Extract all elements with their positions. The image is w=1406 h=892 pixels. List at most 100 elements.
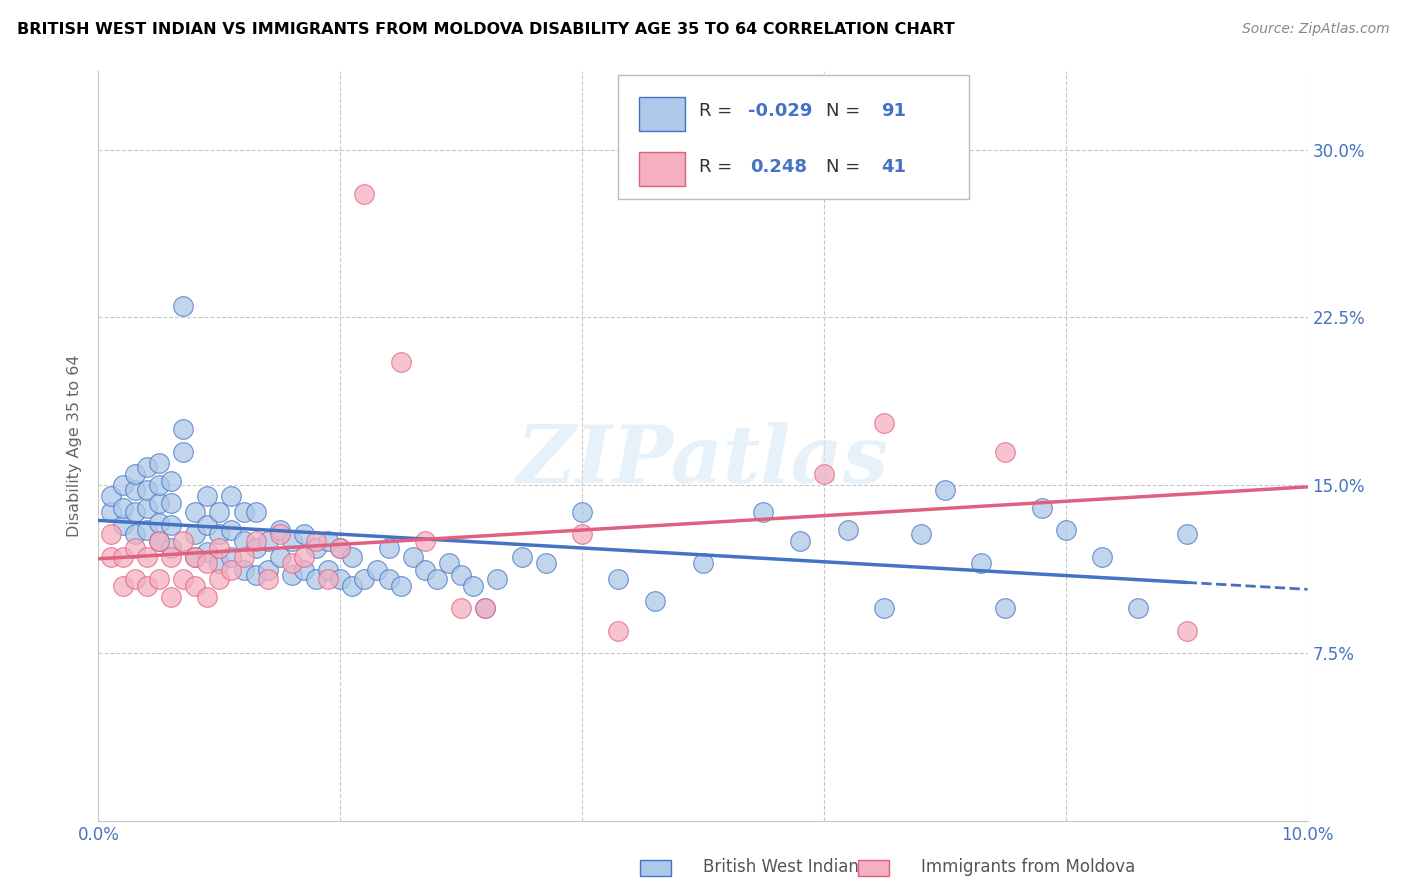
Point	[245, 567, 267, 582]
Text: R =: R =	[699, 158, 744, 176]
Point	[316, 563, 339, 577]
Point	[607, 572, 630, 586]
Point	[124, 467, 146, 481]
Point	[377, 572, 399, 586]
Point	[474, 601, 496, 615]
Point	[269, 549, 291, 564]
Point	[124, 483, 146, 497]
Point	[208, 541, 231, 555]
Point	[256, 534, 278, 549]
Text: R =: R =	[699, 103, 738, 120]
Point	[160, 549, 183, 564]
Y-axis label: Disability Age 35 to 64: Disability Age 35 to 64	[67, 355, 83, 537]
Point	[245, 534, 267, 549]
Point	[221, 563, 243, 577]
Point	[353, 187, 375, 202]
Text: 91: 91	[880, 103, 905, 120]
Point	[111, 549, 134, 564]
Point	[100, 489, 122, 503]
Point	[316, 572, 339, 586]
Point	[305, 572, 328, 586]
Point	[124, 541, 146, 555]
Point	[474, 601, 496, 615]
Point	[534, 557, 557, 571]
Text: Immigrants from Moldova: Immigrants from Moldova	[921, 858, 1135, 876]
Point	[135, 523, 157, 537]
Point	[208, 557, 231, 571]
Point	[1175, 624, 1198, 638]
Point	[316, 534, 339, 549]
Point	[463, 579, 485, 593]
Point	[172, 444, 194, 458]
Point	[970, 557, 993, 571]
Point	[221, 549, 243, 564]
Point	[292, 549, 315, 564]
Point	[100, 527, 122, 541]
Point	[195, 557, 218, 571]
Point	[111, 518, 134, 533]
Point	[124, 527, 146, 541]
Point	[292, 563, 315, 577]
Point	[813, 467, 835, 481]
Point	[221, 523, 243, 537]
Point	[873, 416, 896, 430]
Text: ZIPatlas: ZIPatlas	[517, 422, 889, 500]
Point	[486, 572, 509, 586]
Point	[292, 527, 315, 541]
Point	[111, 478, 134, 492]
Point	[450, 601, 472, 615]
Point	[172, 299, 194, 313]
Point	[245, 541, 267, 555]
Point	[208, 572, 231, 586]
Point	[195, 489, 218, 503]
Point	[148, 572, 170, 586]
Point	[208, 527, 231, 541]
Point	[135, 483, 157, 497]
Point	[160, 518, 183, 533]
Text: N =: N =	[827, 158, 866, 176]
Point	[135, 460, 157, 475]
Point	[426, 572, 449, 586]
Point	[148, 534, 170, 549]
Point	[195, 590, 218, 604]
Point	[195, 545, 218, 559]
Point	[413, 534, 436, 549]
Point	[184, 527, 207, 541]
Point	[124, 572, 146, 586]
Text: 41: 41	[880, 158, 905, 176]
Point	[342, 579, 364, 593]
Point	[353, 572, 375, 586]
Point	[342, 549, 364, 564]
Point	[692, 557, 714, 571]
Point	[789, 534, 811, 549]
Point	[184, 579, 207, 593]
Point	[148, 456, 170, 470]
Point	[124, 505, 146, 519]
Point	[281, 567, 304, 582]
Point	[413, 563, 436, 577]
Point	[148, 516, 170, 531]
Point	[245, 505, 267, 519]
Point	[256, 563, 278, 577]
Point	[100, 549, 122, 564]
Point	[281, 534, 304, 549]
Point	[269, 523, 291, 537]
Point	[269, 527, 291, 541]
Point	[111, 500, 134, 515]
Point	[389, 579, 412, 593]
Point	[437, 557, 460, 571]
Point	[160, 496, 183, 510]
Point	[184, 549, 207, 564]
Point	[232, 505, 254, 519]
Point	[510, 549, 533, 564]
Point	[644, 594, 666, 608]
Point	[571, 505, 593, 519]
Text: N =: N =	[827, 103, 866, 120]
FancyBboxPatch shape	[638, 97, 685, 131]
Point	[377, 541, 399, 555]
Point	[111, 579, 134, 593]
Point	[256, 572, 278, 586]
Point	[172, 572, 194, 586]
Text: BRITISH WEST INDIAN VS IMMIGRANTS FROM MOLDOVA DISABILITY AGE 35 TO 64 CORRELATI: BRITISH WEST INDIAN VS IMMIGRANTS FROM M…	[17, 22, 955, 37]
Point	[329, 541, 352, 555]
